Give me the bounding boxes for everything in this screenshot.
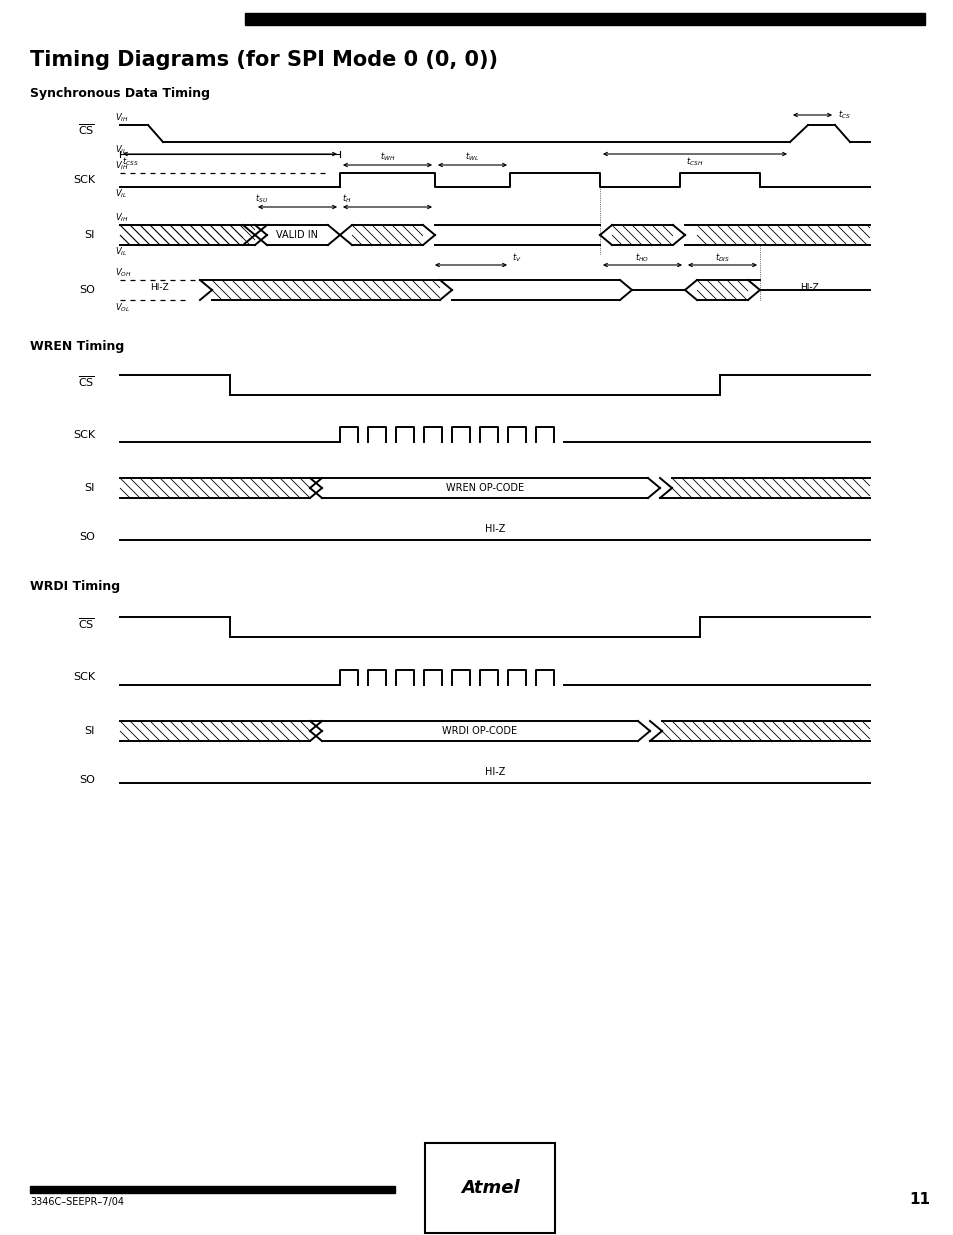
Text: WRDI Timing: WRDI Timing [30,580,120,593]
Text: $\overline{\rm CS}$: $\overline{\rm CS}$ [78,122,95,137]
Text: WREN OP-CODE: WREN OP-CODE [445,483,523,493]
Text: HI-Z: HI-Z [151,284,170,293]
Text: SI: SI [85,726,95,736]
Text: $V_{IH}$: $V_{IH}$ [115,111,129,124]
Text: $\overline{\rm CS}$: $\overline{\rm CS}$ [78,374,95,389]
Text: $t_{WL}$: $t_{WL}$ [465,151,479,163]
Text: $t_{CSS}$: $t_{CSS}$ [122,156,138,168]
Text: $t_{V}$: $t_{V}$ [512,252,521,264]
Text: $t_{SU}$: $t_{SU}$ [254,193,268,205]
Text: $V_{IL}$: $V_{IL}$ [115,143,128,156]
Text: 11: 11 [908,1192,929,1207]
Text: SO: SO [79,285,95,295]
Text: $t_{HO}$: $t_{HO}$ [635,252,649,264]
Text: $V_{IH}$: $V_{IH}$ [115,211,129,224]
Text: $V_{OL}$: $V_{OL}$ [115,301,131,314]
Text: $t_{CS}$: $t_{CS}$ [837,109,850,121]
Text: SCK: SCK [72,430,95,440]
Text: $t_{WH}$: $t_{WH}$ [379,151,395,163]
Text: HI-Z: HI-Z [484,767,505,777]
Text: $V_{IL}$: $V_{IL}$ [115,246,128,258]
Bar [30,1186,395,1193]
Text: SO: SO [79,776,95,785]
Text: SCK: SCK [72,673,95,683]
Text: HI-Z: HI-Z [484,524,505,534]
Text: $V_{OH}$: $V_{OH}$ [115,267,132,279]
Text: VALID IN: VALID IN [276,230,318,240]
Text: $t_{CSH}$: $t_{CSH}$ [685,156,703,168]
Text: 3346C–SEEPR–7/04: 3346C–SEEPR–7/04 [30,1197,124,1207]
Text: $\overline{\rm CS}$: $\overline{\rm CS}$ [78,616,95,631]
Text: HI-Z: HI-Z [800,284,818,293]
Text: Timing Diagrams (for SPI Mode 0 (0, 0)): Timing Diagrams (for SPI Mode 0 (0, 0)) [30,49,497,70]
Text: WREN Timing: WREN Timing [30,340,124,353]
Text: $t_{DIS}$: $t_{DIS}$ [714,252,729,264]
Text: WRDI OP-CODE: WRDI OP-CODE [442,726,517,736]
Text: SO: SO [79,532,95,542]
Text: Atmel: Atmel [460,1179,518,1197]
Text: $t_{H}$: $t_{H}$ [341,193,352,205]
Text: SCK: SCK [72,175,95,185]
Text: SI: SI [85,230,95,240]
Text: $V_{IH}$: $V_{IH}$ [115,159,129,172]
Text: $V_{IL}$: $V_{IL}$ [115,188,128,200]
Bar [245,14,924,25]
Text: Synchronous Data Timing: Synchronous Data Timing [30,86,210,100]
Text: SI: SI [85,483,95,493]
